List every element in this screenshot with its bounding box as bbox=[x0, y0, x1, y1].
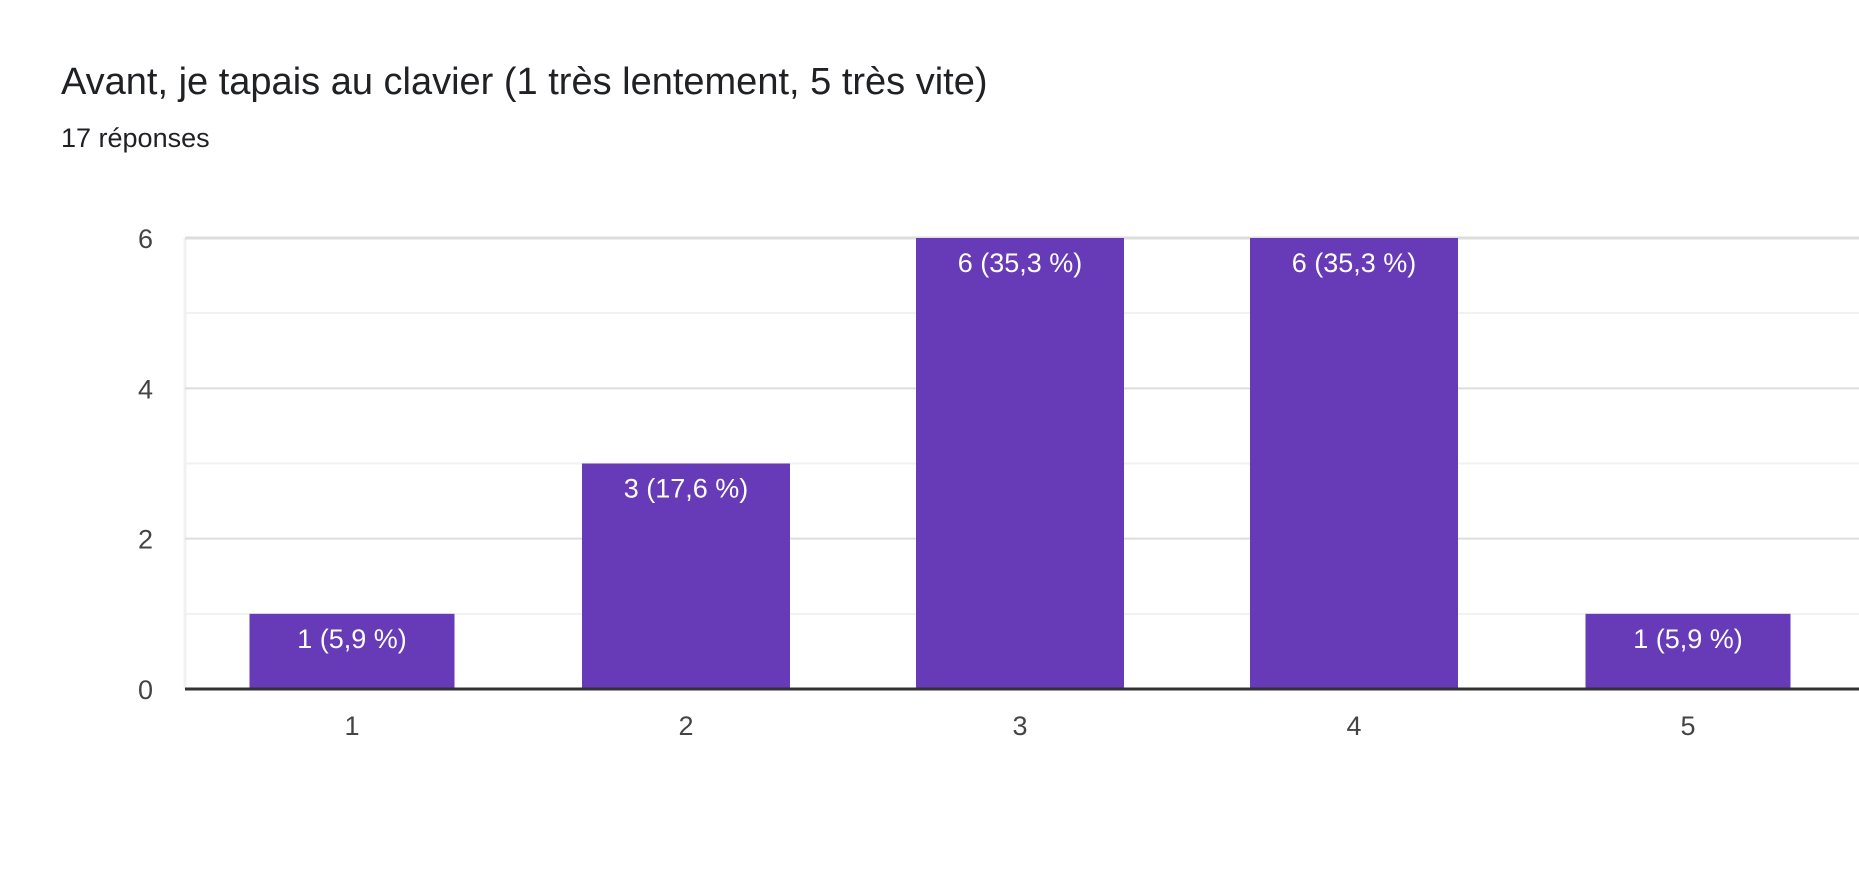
y-tick-label: 4 bbox=[138, 374, 153, 404]
x-tick-label: 2 bbox=[678, 711, 693, 741]
bar-2 bbox=[582, 463, 790, 689]
x-tick-label: 3 bbox=[1012, 711, 1027, 741]
bar-3 bbox=[916, 238, 1124, 689]
bar-5 bbox=[1585, 613, 1791, 689]
bars bbox=[249, 238, 1791, 689]
x-axis-ticks: 1 2 3 4 5 bbox=[344, 711, 1695, 741]
y-axis-ticks: 0 2 4 6 bbox=[138, 224, 153, 705]
y-tick-label: 2 bbox=[138, 525, 153, 555]
bar-data-label: 1 (5,9 %) bbox=[297, 624, 407, 654]
bar-data-labels: 1 (5,9 %) 3 (17,6 %) 6 (35,3 %) 6 (35,3 %) 1… bbox=[297, 248, 1743, 654]
response-count: 17 réponses bbox=[61, 123, 210, 153]
bar-data-label: 6 (35,3 %) bbox=[1292, 248, 1417, 278]
y-tick-label: 0 bbox=[138, 675, 153, 705]
chart-title: Avant, je tapais au clavier (1 très lent… bbox=[61, 61, 988, 103]
bar-data-label: 1 (5,9 %) bbox=[1633, 624, 1743, 654]
bar-data-label: 3 (17,6 %) bbox=[624, 474, 749, 504]
y-tick-label: 6 bbox=[138, 224, 153, 254]
bar-4 bbox=[1250, 238, 1458, 689]
x-tick-label: 5 bbox=[1680, 711, 1695, 741]
bar-data-label: 6 (35,3 %) bbox=[958, 248, 1083, 278]
x-tick-label: 4 bbox=[1346, 711, 1361, 741]
bar-1 bbox=[249, 613, 455, 689]
x-tick-label: 1 bbox=[344, 711, 359, 741]
